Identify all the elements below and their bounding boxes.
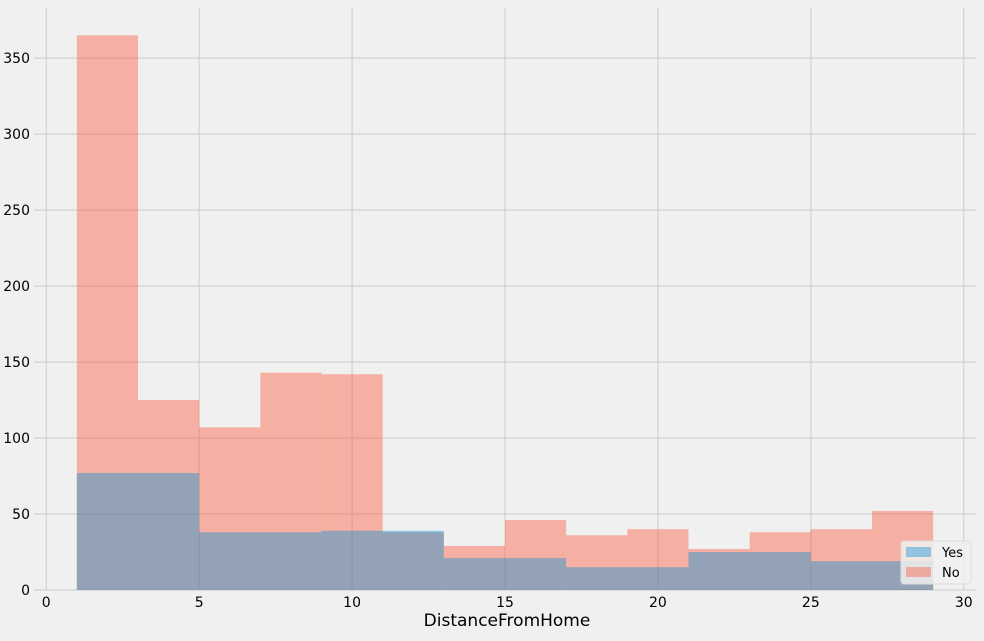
- y-tick-label: 0: [21, 583, 30, 599]
- histogram-bar: [137, 400, 200, 590]
- legend-label: Yes: [941, 546, 963, 561]
- legend-box: [900, 540, 972, 585]
- x-axis-title: DistanceFromHome: [424, 611, 591, 631]
- grid-lines: [34, 8, 976, 591]
- histogram-bar: [321, 530, 444, 590]
- legend-swatch: [906, 567, 931, 577]
- histogram-bar: [688, 552, 811, 590]
- histogram-bar: [749, 532, 811, 590]
- histogram-bar: [199, 427, 261, 590]
- bars-layer: [76, 35, 934, 591]
- series-yes: [76, 472, 934, 590]
- histogram-bar: [566, 535, 628, 590]
- x-tick-label: 25: [802, 595, 820, 611]
- x-tick-label: 15: [496, 595, 514, 611]
- legend-label: No: [942, 566, 960, 581]
- histogram-bar: [260, 372, 322, 590]
- legend: Yes No: [900, 540, 972, 585]
- histogram-bar: [76, 35, 138, 591]
- x-tick-label: 5: [195, 595, 204, 611]
- series-no: [76, 35, 934, 591]
- histogram-bar: [199, 532, 322, 590]
- y-tick-label: 150: [3, 355, 30, 371]
- histogram-bar: [627, 529, 689, 590]
- x-tick-label: 20: [649, 595, 667, 611]
- x-tick-label: 0: [42, 595, 51, 611]
- y-tick-label: 300: [3, 127, 30, 143]
- y-tick-label: 50: [12, 507, 30, 523]
- histogram-bar: [505, 520, 567, 590]
- y-tick-label: 250: [3, 203, 30, 219]
- histogram-bar: [810, 529, 873, 590]
- x-tick-label: 30: [955, 595, 973, 611]
- legend-swatch: [906, 547, 931, 557]
- histogram-bar: [443, 558, 567, 590]
- histogram-bar: [76, 472, 200, 590]
- y-tick-label: 350: [3, 51, 30, 67]
- x-tick-label: 10: [343, 595, 361, 611]
- y-tick-label: 200: [3, 279, 30, 295]
- histogram-bar: [382, 532, 444, 590]
- histogram-bar: [688, 548, 750, 590]
- histogram-bar: [443, 545, 505, 590]
- histogram-bar: [321, 374, 383, 590]
- histogram-bar: [566, 567, 689, 590]
- y-tick-label: 100: [3, 431, 30, 447]
- x-tick-labels: 0 5 10 15 20 25 30: [42, 595, 973, 611]
- y-tick-labels: 0 50 100 150 200 250 300 350: [3, 51, 30, 599]
